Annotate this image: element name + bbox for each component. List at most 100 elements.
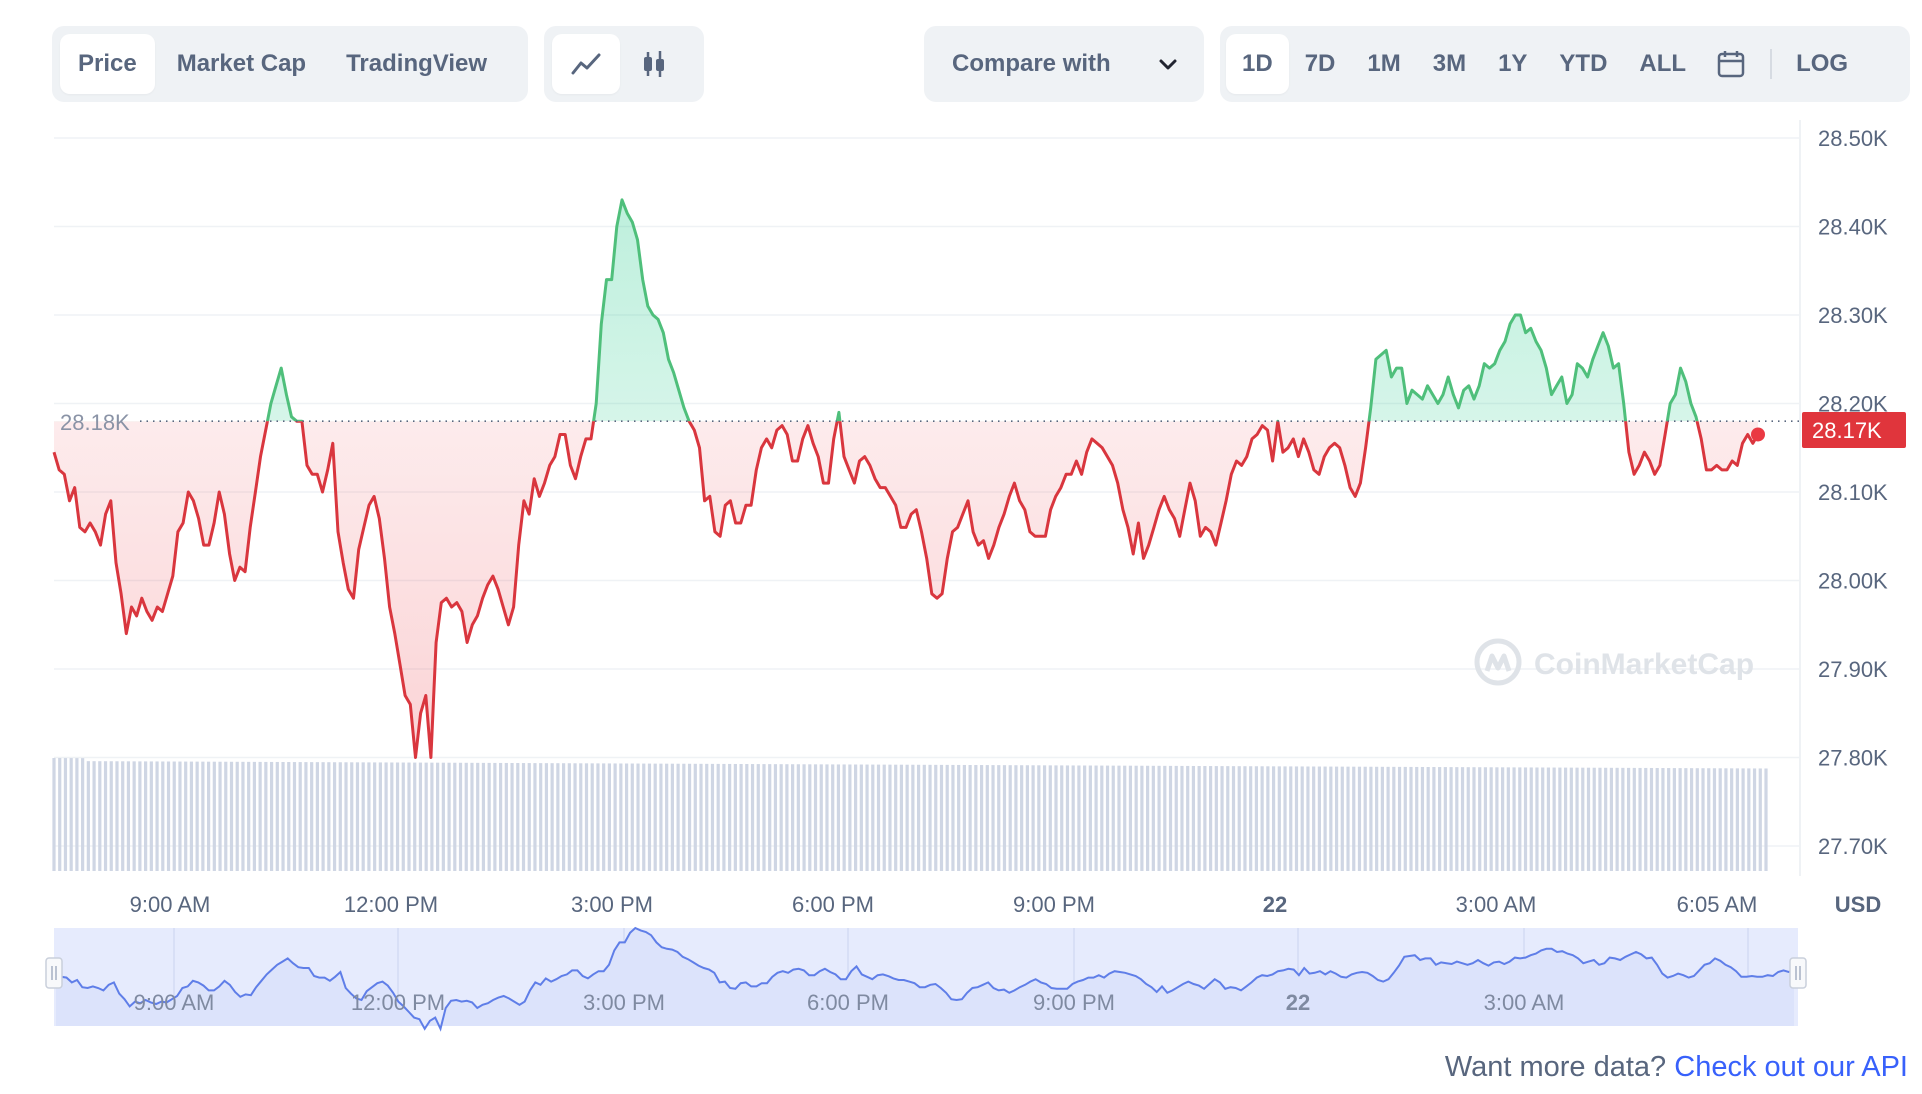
volume-bar xyxy=(1100,765,1104,871)
volume-bar xyxy=(504,762,508,871)
volume-bar xyxy=(1306,766,1310,871)
navigator-handle-left[interactable] xyxy=(45,957,63,989)
y-tick-label: 28.20K xyxy=(1818,392,1888,417)
volume-bar xyxy=(1209,766,1213,871)
price-chart[interactable]: CoinMarketCap 28.18K 28.17K 28.50K28.40K2… xyxy=(0,0,1922,1060)
y-tick-label: 28.50K xyxy=(1818,126,1888,151)
y-tick-label: 28.30K xyxy=(1818,303,1888,328)
volume-bar xyxy=(201,761,205,871)
volume-bar xyxy=(1735,768,1739,871)
volume-bar xyxy=(1197,766,1201,871)
volume-bar xyxy=(1054,765,1058,871)
volume-bar xyxy=(1678,768,1682,871)
volume-bar xyxy=(905,764,909,871)
volume-bar xyxy=(1186,765,1190,871)
y-unit-label: USD xyxy=(1835,892,1881,917)
volume-bar xyxy=(590,763,594,871)
volume-bar xyxy=(556,763,560,871)
volume-bar xyxy=(1025,765,1029,871)
volume-bar xyxy=(1741,768,1745,871)
volume-bar xyxy=(1203,766,1207,871)
volume-bar xyxy=(298,762,302,871)
volume-bar xyxy=(1563,767,1568,871)
candlestick-chart-button[interactable] xyxy=(620,34,688,94)
line-chart-button[interactable] xyxy=(552,34,620,94)
api-link[interactable]: Check out our API xyxy=(1674,1051,1908,1083)
range-all[interactable]: ALL xyxy=(1639,50,1687,77)
tab-market-cap[interactable]: Market Cap xyxy=(176,50,307,77)
volume-bar xyxy=(831,764,835,871)
tab-tradingview[interactable]: TradingView xyxy=(346,50,488,77)
volume-bar xyxy=(138,761,142,871)
volume-bar xyxy=(1592,767,1596,871)
volume-bar xyxy=(1180,765,1184,871)
volume-bar xyxy=(1730,768,1734,871)
range-ytd[interactable]: YTD xyxy=(1559,50,1608,77)
volume-bar xyxy=(52,758,56,871)
log-scale-button[interactable]: LOG xyxy=(1796,50,1849,77)
compare-with-dropdown[interactable]: Compare with xyxy=(924,26,1204,102)
volume-bar xyxy=(607,763,611,871)
volume-bar xyxy=(1243,766,1247,871)
volume-bar xyxy=(86,761,90,871)
volume-bar xyxy=(172,761,176,871)
volume-bar xyxy=(1174,765,1178,871)
volume-bar xyxy=(1140,765,1144,871)
volume-bar xyxy=(894,764,898,871)
navigator-tick-label: 22 xyxy=(1286,990,1310,1015)
volume-bar xyxy=(458,762,463,871)
volume-bar xyxy=(1724,768,1728,871)
tab-price[interactable]: Price xyxy=(60,34,155,94)
volume-bar xyxy=(453,762,457,871)
volume-bar xyxy=(1237,766,1241,871)
volume-bar xyxy=(836,764,841,871)
volume-bar xyxy=(224,761,228,871)
volume-bar xyxy=(659,763,663,871)
volume-bar xyxy=(871,764,875,871)
range-navigator[interactable]: 9:00 AM 12:00 PM 3:00 PM 6:00 PM 9:00 PM 22 3:… xyxy=(45,926,1807,1032)
volume-bar xyxy=(1352,766,1356,871)
volume-bar xyxy=(1546,767,1551,871)
volume-bar xyxy=(1478,767,1482,871)
volume-bar xyxy=(854,764,858,871)
volume-bar xyxy=(1375,766,1379,871)
volume-bar xyxy=(384,762,388,871)
volume-bar xyxy=(1065,765,1070,871)
volume-bar xyxy=(1254,766,1259,871)
volume-bar xyxy=(1008,765,1012,871)
volume-bar xyxy=(241,761,245,871)
range-1d[interactable]: 1D xyxy=(1226,34,1289,94)
range-7d[interactable]: 7D xyxy=(1304,50,1336,77)
volume-bar xyxy=(1689,768,1694,871)
volume-bar xyxy=(1523,767,1528,871)
x-tick-label: 6:00 PM xyxy=(792,892,874,917)
volume-bar xyxy=(722,763,726,871)
volume-bar xyxy=(596,763,600,871)
volume-bar xyxy=(206,761,211,871)
volume-bar xyxy=(1168,765,1173,871)
volume-bar xyxy=(1581,767,1585,871)
volume-bar xyxy=(739,764,743,871)
candlestick-chart-icon xyxy=(644,51,664,77)
navigator-handle-right[interactable] xyxy=(1789,957,1807,989)
volume-bar xyxy=(1071,765,1075,871)
calendar-button[interactable] xyxy=(1702,34,1760,94)
volume-bar xyxy=(390,762,394,871)
range-separator xyxy=(1770,49,1773,79)
range-1y[interactable]: 1Y xyxy=(1498,50,1528,77)
volume-bar xyxy=(951,764,955,871)
volume-bar xyxy=(436,762,440,871)
volume-bar xyxy=(1020,765,1024,871)
volume-bar xyxy=(991,765,995,871)
volume-bar xyxy=(567,763,571,871)
volume-bar xyxy=(418,762,423,871)
volume-bar xyxy=(161,761,165,871)
volume-bar xyxy=(636,763,640,871)
volume-bar xyxy=(447,762,451,871)
range-3m[interactable]: 3M xyxy=(1432,50,1467,77)
volume-bar xyxy=(1552,767,1556,871)
range-1m[interactable]: 1M xyxy=(1367,50,1401,77)
volume-bar xyxy=(544,763,549,871)
volume-bar xyxy=(109,761,113,871)
area-above-baseline xyxy=(54,199,1758,422)
